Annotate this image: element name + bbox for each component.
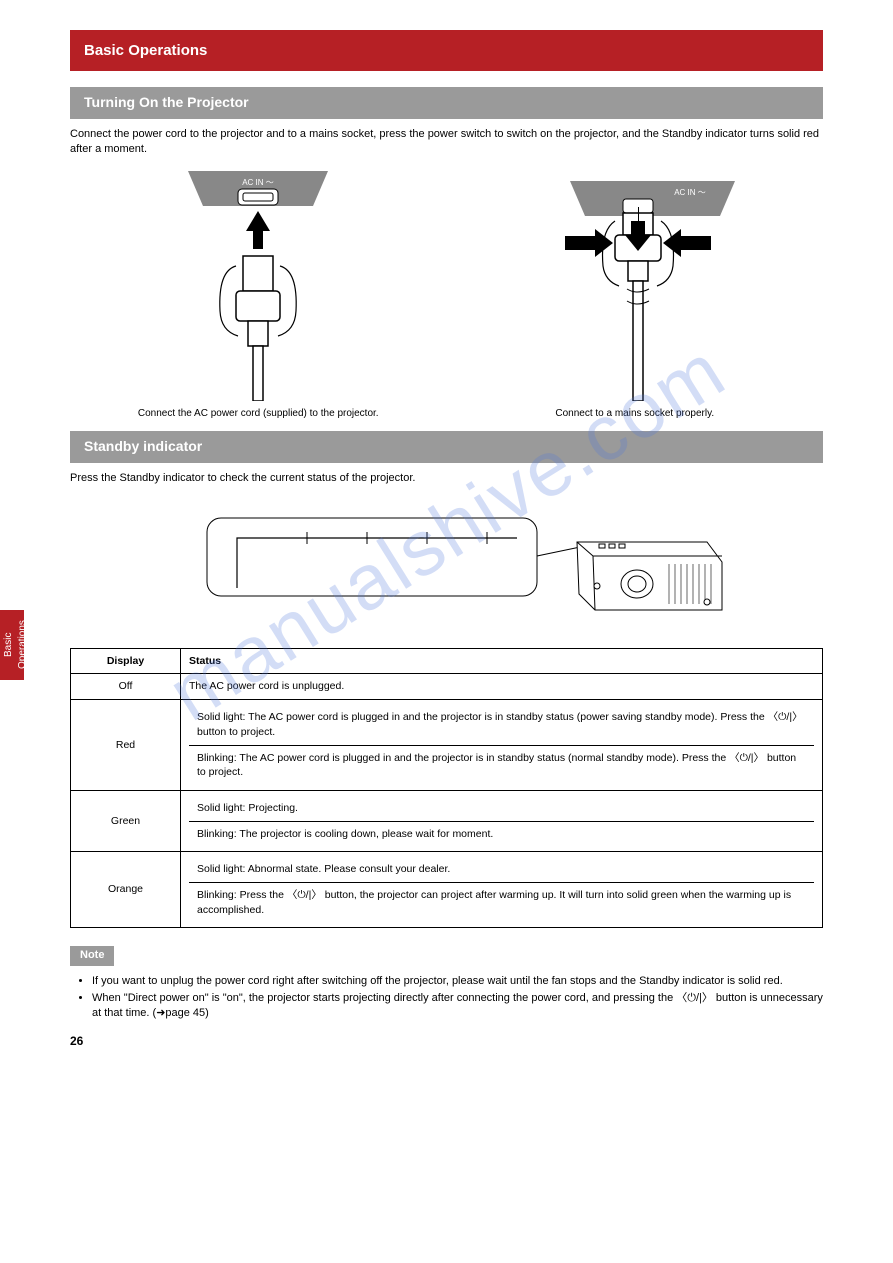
status-red-solid: Solid light: The AC power cord is plugge… <box>189 705 814 744</box>
svg-text:AC IN ～: AC IN ～ <box>674 188 706 197</box>
section-heading-indicator: Standby indicator <box>70 431 823 463</box>
page-number: 26 <box>70 1033 83 1050</box>
status-green-solid: Solid light: Projecting. <box>189 796 814 821</box>
state-off: Off <box>71 674 181 700</box>
status-orange-solid: Solid light: Abnormal state. Please cons… <box>189 857 814 882</box>
col-status: Status <box>181 648 823 674</box>
projector-icon <box>167 502 727 632</box>
status-orange-blink: Blinking: Press the 〈⏻/|〉 button, the pr… <box>189 882 814 922</box>
table-row: Orange Solid light: Abnormal state. Plea… <box>71 852 823 928</box>
projector-diagram <box>70 502 823 637</box>
status-red-blink: Blinking: The AC power cord is plugged i… <box>189 745 814 785</box>
status-orange: Solid light: Abnormal state. Please cons… <box>181 852 823 928</box>
table-row: Red Solid light: The AC power cord is pl… <box>71 700 823 791</box>
svg-text:AC IN ～: AC IN ～ <box>242 178 274 187</box>
page-title-bar: Basic Operations <box>70 30 823 71</box>
note-item: If you want to unplug the power cord rig… <box>92 974 823 989</box>
table-row: Green Solid light: Projecting. Blinking:… <box>71 790 823 851</box>
table-row: Off The AC power cord is unplugged. <box>71 674 823 700</box>
figure-connect-socket: AC IN ～ Connect to a mains socket proper… <box>462 171 808 421</box>
table-header-row: Display Status <box>71 648 823 674</box>
section-heading-power-on: Turning On the Projector <box>70 87 823 119</box>
indicator-table: Display Status Off The AC power cord is … <box>70 648 823 929</box>
ac-in-connect-icon: AC IN ～ <box>158 171 358 401</box>
side-tab: Basic Operations <box>0 610 24 680</box>
ac-in-socket-icon: AC IN ～ <box>515 171 755 401</box>
state-green: Green <box>71 790 181 851</box>
figure-connect-cord: AC IN ～ Connect the AC power cord (suppl… <box>85 171 431 421</box>
power-on-text: Connect the power cord to the projector … <box>70 127 823 158</box>
note-label: Note <box>70 946 114 965</box>
col-display: Display <box>71 648 181 674</box>
state-red: Red <box>71 700 181 791</box>
status-red: Solid light: The AC power cord is plugge… <box>181 700 823 791</box>
status-green: Solid light: Projecting. Blinking: The p… <box>181 790 823 851</box>
state-orange: Orange <box>71 852 181 928</box>
notes-list: If you want to unplug the power cord rig… <box>92 974 823 1022</box>
figure-caption-1: Connect the AC power cord (supplied) to … <box>85 407 431 421</box>
status-off: The AC power cord is unplugged. <box>181 674 823 700</box>
indicator-intro: Press the Standby indicator to check the… <box>70 471 823 486</box>
note-item: When "Direct power on" is "on", the proj… <box>92 991 823 1022</box>
figure-row: AC IN ～ Connect the AC power cord (suppl… <box>70 171 823 421</box>
status-green-blink: Blinking: The projector is cooling down,… <box>189 821 814 847</box>
figure-caption-2: Connect to a mains socket properly. <box>462 407 808 421</box>
